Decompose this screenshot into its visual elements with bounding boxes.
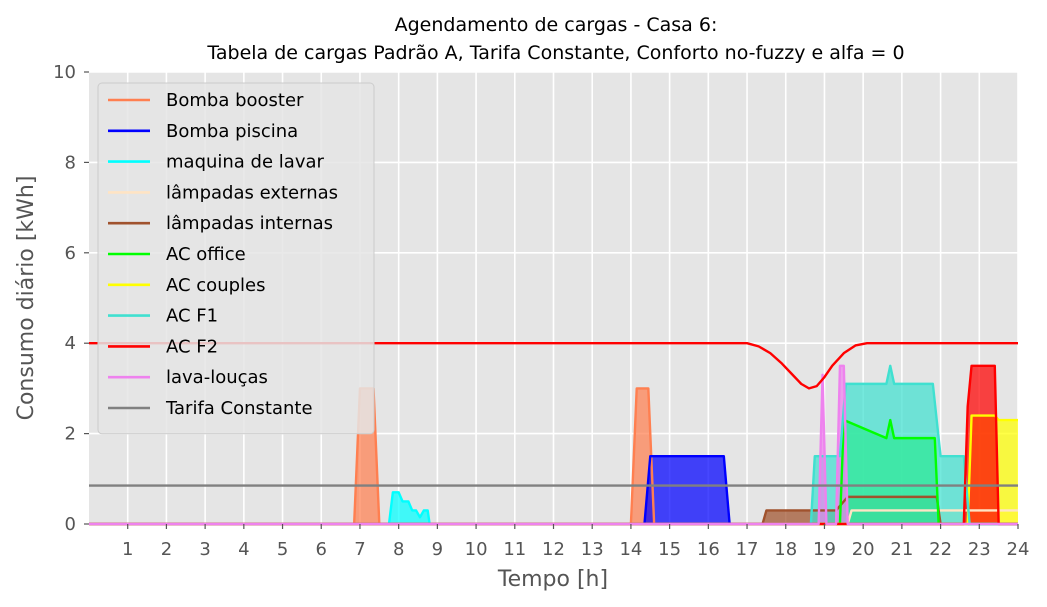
legend-label: Tarifa Constante (165, 398, 313, 419)
y-tick-label: 8 (65, 152, 76, 173)
series-line-9 (89, 364, 1018, 526)
x-tick-label: 18 (774, 539, 797, 560)
y-tick-label: 0 (65, 514, 76, 535)
x-tick-label: 3 (199, 539, 210, 560)
x-axis-label: Tempo [h] (497, 567, 608, 592)
series-line-2 (89, 491, 1018, 526)
legend-label: lâmpadas internas (166, 213, 333, 234)
x-tick-label: 8 (393, 539, 404, 560)
series-areas (89, 365, 1018, 524)
x-tick-label: 7 (354, 539, 365, 560)
legend-label: AC F1 (166, 306, 218, 327)
x-tick-label: 11 (503, 539, 526, 560)
x-tick-label: 9 (432, 539, 443, 560)
series-area-4 (89, 496, 1018, 524)
x-tick-label: 21 (890, 539, 913, 560)
y-axis-ticks: 0 2 4 6 8 10 (53, 62, 89, 535)
x-tick-label: 24 (1007, 539, 1030, 560)
series-line-7 (89, 364, 1018, 526)
chart-title-line2: Tabela de cargas Padrão A, Tarifa Consta… (206, 42, 904, 64)
series-line-5 (89, 418, 1018, 526)
x-tick-label: 20 (852, 539, 875, 560)
series-area-7 (89, 365, 1018, 524)
x-tick-label: 16 (697, 539, 720, 560)
legend-label: AC office (166, 244, 246, 265)
x-tick-label: 13 (581, 539, 604, 560)
y-tick-label: 4 (65, 333, 76, 354)
series-line-11 (89, 342, 1018, 390)
legend-label: Bomba piscina (166, 121, 298, 142)
x-tick-label: 23 (968, 539, 991, 560)
legend-label: lava-louças (166, 367, 268, 388)
legend-label: AC couples (166, 275, 265, 296)
y-axis-label: Consumo diário [kWh] (14, 176, 39, 421)
x-axis-ticks: 1 2 3 4 5 6 7 8 9 10 11 12 13 14 15 16 17 18 19 20 21 22 23 24 (122, 524, 1029, 560)
x-tick-label: 14 (619, 539, 642, 560)
x-tick-label: 15 (658, 539, 681, 560)
y-tick-label: 6 (65, 243, 76, 264)
x-tick-label: 12 (542, 539, 565, 560)
x-tick-label: 10 (465, 539, 488, 560)
y-tick-label: 2 (65, 424, 76, 445)
x-tick-label: 2 (161, 539, 172, 560)
x-tick-label: 5 (277, 539, 288, 560)
x-tick-label: 22 (929, 539, 952, 560)
legend-label: AC F2 (166, 336, 218, 357)
series-lines (89, 342, 1018, 526)
legend-label: Bomba booster (166, 90, 304, 111)
x-tick-label: 17 (736, 539, 759, 560)
x-tick-label: 4 (238, 539, 249, 560)
legend-box (97, 82, 375, 435)
chart-title-line1: Agendamento de cargas - Casa 6: (395, 14, 718, 36)
legend: Bomba booster Bomba piscina maquina de lav… (97, 82, 375, 435)
legend-label: maquina de lavar (166, 152, 324, 173)
y-tick-label: 10 (53, 62, 76, 83)
legend-label: lâmpadas externas (166, 182, 338, 203)
x-tick-label: 6 (316, 539, 327, 560)
x-tick-label: 19 (813, 539, 836, 560)
x-tick-label: 1 (122, 539, 133, 560)
